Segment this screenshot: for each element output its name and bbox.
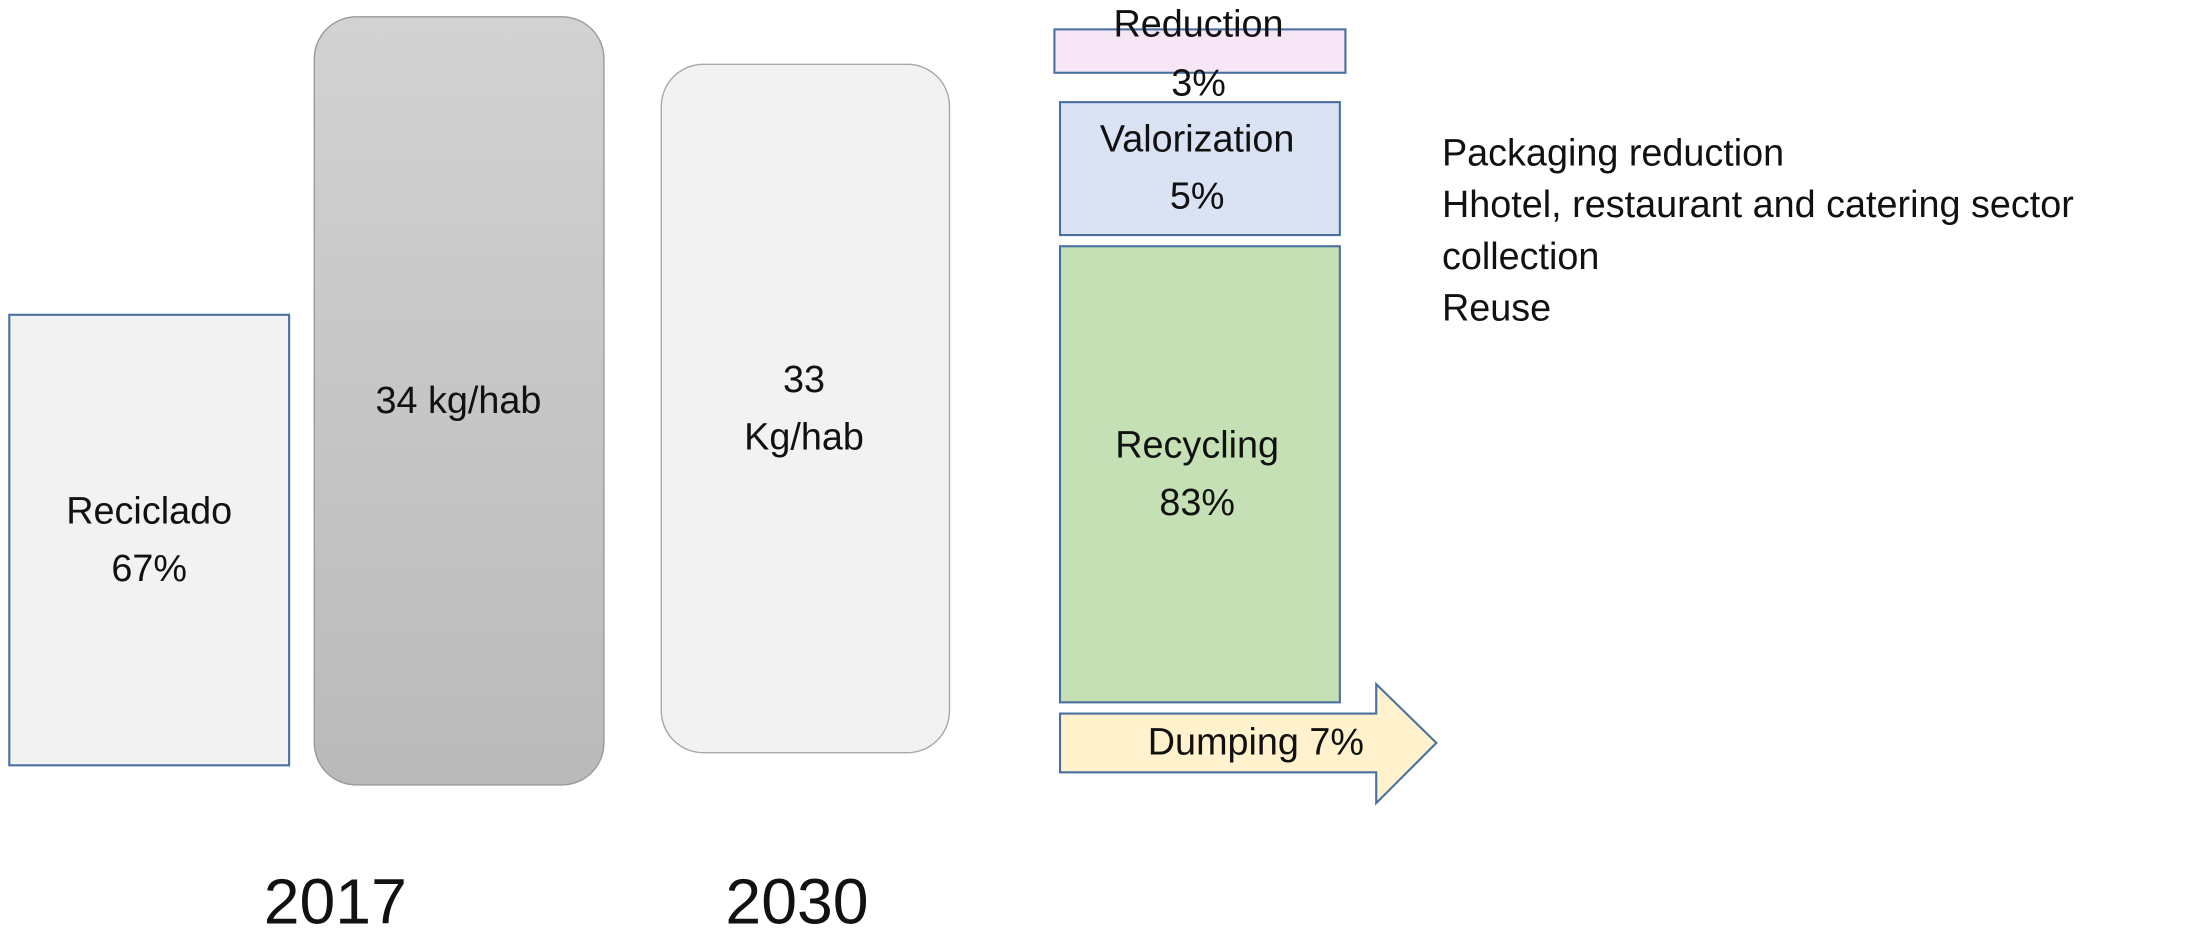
valorization-percent: 5% bbox=[1170, 176, 1225, 218]
bar-2017 bbox=[313, 16, 605, 786]
dumping-arrow bbox=[1058, 681, 1438, 806]
year-label: 2030 bbox=[725, 866, 868, 936]
valorization-label: Valorization bbox=[1100, 118, 1295, 160]
note: Reuse bbox=[1442, 288, 1551, 330]
reduction-label: Reduction bbox=[1114, 4, 1284, 46]
recycling-percent: 83% bbox=[1159, 482, 1235, 524]
bar-2030-value: 33 bbox=[783, 359, 825, 401]
year-label: 2017 bbox=[264, 866, 407, 936]
note: collection bbox=[1442, 236, 1599, 278]
recycling-box bbox=[1058, 245, 1341, 704]
left-box-percent: 67% bbox=[111, 548, 187, 590]
valorization-box bbox=[1058, 101, 1341, 237]
note: Hhotel, restaurant and catering sector bbox=[1442, 184, 2074, 226]
bar-2030 bbox=[660, 63, 951, 754]
dumping-label: Dumping 7% bbox=[1148, 721, 1364, 763]
reduction-percent: 3% bbox=[1171, 62, 1226, 104]
left-box-label: Reciclado bbox=[66, 490, 232, 532]
left-box bbox=[8, 313, 291, 767]
note: Packaging reduction bbox=[1442, 132, 1784, 174]
bar-2030-unit: Kg/hab bbox=[744, 416, 864, 458]
reduction-box bbox=[1053, 28, 1347, 74]
bar-2017-label: 34 kg/hab bbox=[375, 380, 541, 422]
recycling-label: Recycling bbox=[1115, 425, 1279, 467]
